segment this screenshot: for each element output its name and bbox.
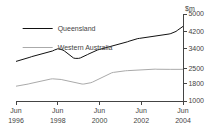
- svg-text:1800: 1800: [188, 80, 204, 87]
- svg-text:Jun1998: Jun1998: [50, 107, 66, 123]
- svg-text:Jun2004: Jun2004: [175, 107, 191, 123]
- svg-text:5000: 5000: [188, 10, 204, 17]
- svg-text:Jun2000: Jun2000: [92, 107, 108, 123]
- svg-text:$m: $m: [185, 5, 195, 12]
- svg-text:1000: 1000: [188, 97, 204, 104]
- svg-text:3400: 3400: [188, 45, 204, 52]
- svg-text:Western Australia: Western Australia: [58, 44, 113, 51]
- svg-text:Jun1996: Jun1996: [8, 107, 24, 123]
- svg-text:Jun2002: Jun2002: [133, 107, 149, 123]
- svg-text:4200: 4200: [188, 28, 204, 35]
- svg-text:2500: 2500: [188, 65, 204, 72]
- svg-text:Queensland: Queensland: [58, 25, 96, 33]
